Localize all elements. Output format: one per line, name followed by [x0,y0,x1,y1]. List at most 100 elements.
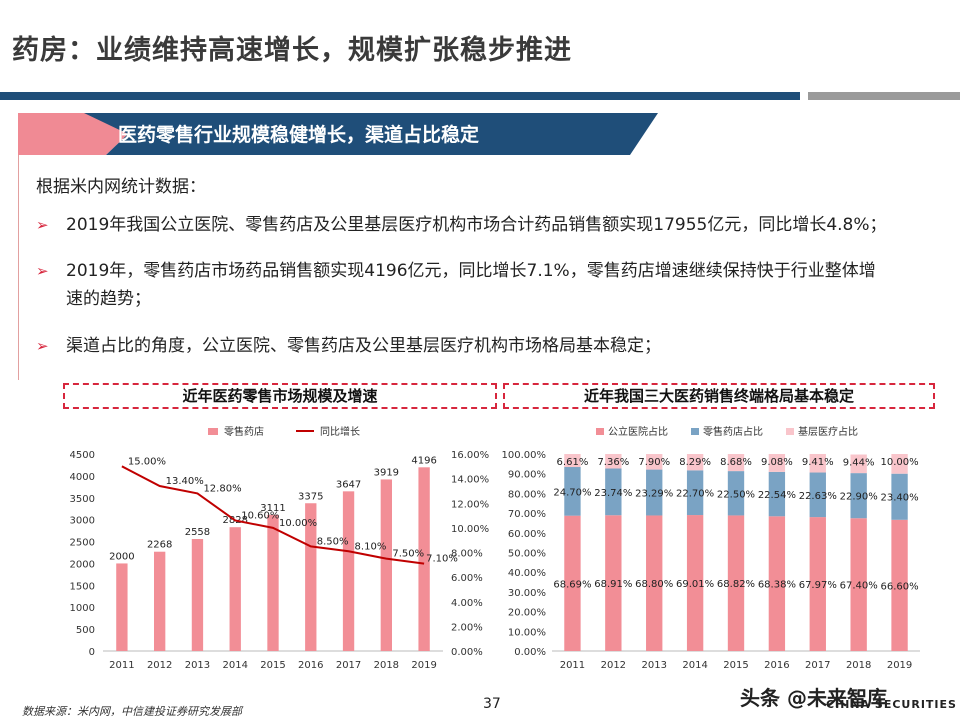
section-banner: 医药零售行业规模稳健增长，渠道占比稳定 [18,113,658,155]
line-data-label: 8.50% [317,536,349,547]
segment-data-label: 8.29% [679,457,711,468]
banner-text: 医药零售行业规模稳健增长，渠道占比稳定 [118,123,479,146]
x-tick-label: 2019 [887,660,912,671]
y-tick-label-left: 2000 [70,559,95,570]
segment-data-label: 22.90% [840,492,878,503]
legend-label-line: 同比增长 [320,425,360,438]
segment-data-label: 22.50% [717,489,755,500]
y-tick-label: 40.00% [508,568,546,579]
segment-data-label: 67.97% [799,580,837,591]
y-tick-label-left: 4500 [70,450,95,461]
stacked-bar-segment [605,453,622,469]
x-tick-label: 2019 [411,660,436,671]
stacked-bar-segment [686,454,704,471]
bar [418,467,430,651]
stacked-bar-segment [564,454,581,468]
stacked-bar-segment [891,519,908,651]
line-data-label: 12.80% [203,483,241,494]
segment-data-label: 6.61% [557,457,589,468]
segment-data-label: 24.70% [553,487,591,498]
bar [229,527,241,651]
y-tick-label-right: 2.00% [451,622,483,633]
stacked-bar-segment [809,453,826,473]
bar-data-label: 2000 [109,551,134,562]
y-tick-label-left: 2500 [70,538,95,549]
banner-fill [84,113,658,155]
line-data-label: 10.60% [241,510,279,521]
bar [305,503,317,651]
y-tick-label-left: 0 [89,647,95,658]
x-tick-label: 2014 [222,660,247,671]
bullet-arrow-icon: ➢ [36,216,49,234]
bullet-text: 2019年，零售药店市场药品销售额实现4196亿元，同比增长7.1%，零售药店增… [66,261,876,281]
line-data-label: 10.00% [279,518,317,529]
bar-data-label: 2268 [147,540,172,551]
y-tick-label: 60.00% [508,529,546,540]
bar-data-label: 3111 [260,503,285,514]
x-tick-label: 2013 [641,660,666,671]
bar-data-label: 3375 [298,491,323,502]
legend-label-bar: 零售药店 [224,425,264,438]
segment-data-label: 7.90% [638,457,670,468]
page-number: 37 [483,696,501,712]
x-tick-label: 2018 [846,660,871,671]
line-data-label: 7.10% [426,554,458,565]
bar [116,563,128,651]
x-tick-label: 2014 [682,660,707,671]
y-tick-label: 20.00% [508,608,546,619]
legend-label: 基层医疗占比 [798,425,858,438]
stacked-bar-segment [850,454,867,474]
segment-data-label: 23.29% [635,489,673,500]
stacked-bar-segment [850,473,867,519]
bullet-text: 2019年我国公立医院、零售药店及公里基层医疗机构市场合计药品销售额实现1795… [66,215,887,235]
company-logo: CHINA SECURITIES [826,698,957,711]
bar-data-label: 4196 [411,455,436,466]
line-data-label: 7.50% [392,549,424,560]
segment-data-label: 22.63% [799,491,837,502]
y-tick-label-left: 500 [76,625,95,636]
y-tick-label: 100.00% [502,450,547,461]
y-tick-label-right: 4.00% [451,598,483,609]
stacked-bar-segment [768,516,786,651]
header-rule-gray [808,92,960,100]
segment-data-label: 23.40% [880,493,918,504]
y-tick-label-left: 4000 [70,472,95,483]
x-tick-label: 2016 [764,660,789,671]
bar-data-label: 3919 [374,467,399,478]
legend-swatch [786,428,794,435]
x-tick-label: 2017 [805,660,830,671]
stacked-bar-segment [605,468,622,516]
y-tick-label: 90.00% [508,470,546,481]
legend-label: 零售药店占比 [703,425,763,438]
segment-data-label: 9.41% [802,457,834,468]
legend-swatch [691,428,699,435]
x-tick-label: 2011 [109,660,134,671]
segment-data-label: 22.54% [758,490,796,501]
bullet-arrow-icon: ➢ [36,337,49,355]
segment-data-label: 22.70% [676,489,714,500]
y-tick-label: 80.00% [508,489,546,500]
bar-data-label: 3647 [336,479,361,490]
stacked-bar-segment [809,517,826,651]
y-tick-label-right: 14.00% [451,475,489,486]
segment-data-label: 68.38% [758,580,796,591]
stacked-bar-segment [768,471,786,517]
x-tick-label: 2015 [260,660,285,671]
segment-data-label: 10.00% [880,457,918,468]
bullet-text-continued: 速的趋势； [66,289,151,309]
bar [154,551,166,651]
stacked-bar-segment [686,515,704,651]
y-tick-label-left: 3500 [70,494,95,505]
stacked-bar-segment [646,515,663,651]
bullet-text: 渠道占比的角度，公立医院、零售药店及公里基层医疗机构市场格局基本稳定； [66,336,661,356]
data-source: 数据来源：米内网，中信建投证券研究发展部 [22,705,242,718]
segment-data-label: 7.36% [597,457,629,468]
y-tick-label-right: 0.00% [451,647,483,658]
section-divider [18,155,19,380]
bar [191,539,204,651]
y-tick-label-right: 16.00% [451,450,489,461]
x-tick-label: 2012 [147,660,172,671]
segment-data-label: 67.40% [840,581,878,592]
x-tick-label: 2017 [336,660,361,671]
line-data-label: 15.00% [128,456,166,467]
